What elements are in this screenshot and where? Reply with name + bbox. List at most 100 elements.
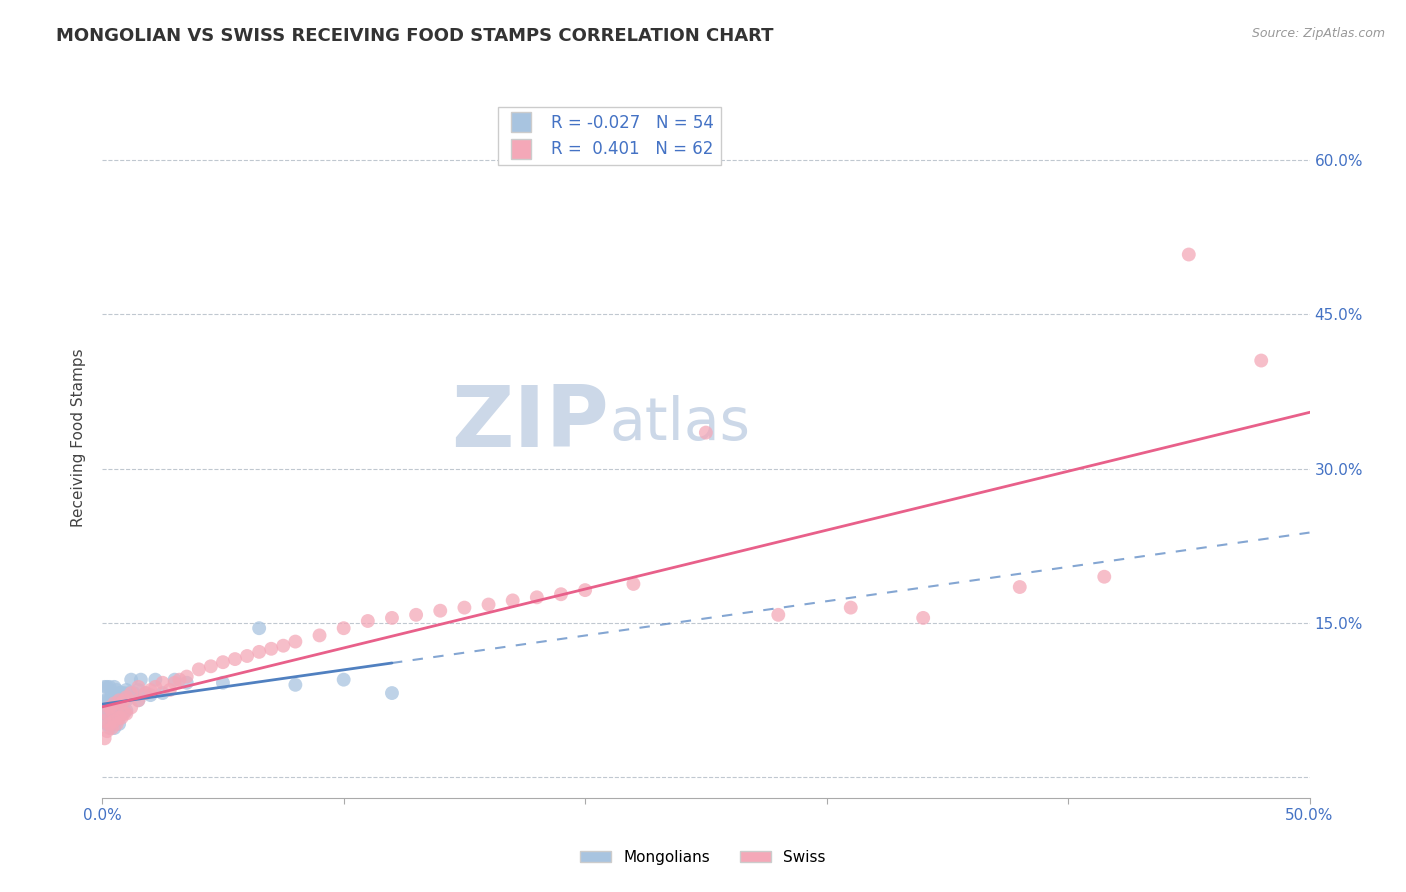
Point <box>96 680 118 694</box>
Point <box>127 693 149 707</box>
Point <box>381 686 404 700</box>
Point <box>105 714 128 728</box>
Point <box>135 686 157 700</box>
Point <box>1250 353 1272 368</box>
Point <box>332 673 354 687</box>
Point <box>526 591 548 605</box>
Point <box>105 693 128 707</box>
Point <box>112 686 135 700</box>
Point <box>405 607 427 622</box>
Point <box>120 673 142 687</box>
Point <box>98 721 121 735</box>
Point <box>98 711 121 725</box>
Point <box>143 673 166 687</box>
Point <box>839 600 862 615</box>
Point <box>139 688 162 702</box>
Point <box>103 690 125 705</box>
Point <box>108 711 131 725</box>
Point <box>187 662 209 676</box>
Point <box>101 706 124 721</box>
Point <box>550 587 572 601</box>
Point <box>98 680 121 694</box>
Point <box>163 673 186 687</box>
Point <box>247 645 270 659</box>
Point <box>96 717 118 731</box>
Point <box>120 700 142 714</box>
Point <box>169 673 191 687</box>
Point <box>477 598 499 612</box>
Point <box>93 731 115 746</box>
Point <box>1178 247 1201 261</box>
Point <box>357 614 380 628</box>
Point <box>284 678 307 692</box>
Point <box>212 655 235 669</box>
Point <box>284 634 307 648</box>
Text: Source: ZipAtlas.com: Source: ZipAtlas.com <box>1251 27 1385 40</box>
Text: atlas: atlas <box>609 395 751 452</box>
Point <box>108 693 131 707</box>
Point <box>93 693 115 707</box>
Legend: Mongolians, Swiss: Mongolians, Swiss <box>574 844 832 871</box>
Point <box>381 611 404 625</box>
Point <box>93 680 115 694</box>
Point <box>105 683 128 698</box>
Point <box>152 675 174 690</box>
Point <box>112 704 135 718</box>
Point <box>176 670 198 684</box>
Point <box>127 680 149 694</box>
Point <box>103 680 125 694</box>
Point <box>112 693 135 707</box>
Point <box>96 706 118 721</box>
Point <box>574 583 596 598</box>
Point <box>115 704 138 718</box>
Point <box>108 686 131 700</box>
Text: ZIP: ZIP <box>451 382 609 465</box>
Point <box>98 700 121 714</box>
Point <box>115 706 138 721</box>
Point <box>332 621 354 635</box>
Point <box>163 675 186 690</box>
Point <box>271 639 294 653</box>
Point <box>108 697 131 711</box>
Point <box>176 675 198 690</box>
Point <box>118 686 141 700</box>
Point <box>127 693 149 707</box>
Point <box>502 593 524 607</box>
Point <box>93 714 115 728</box>
Point <box>122 686 145 700</box>
Point <box>108 717 131 731</box>
Point <box>103 711 125 725</box>
Point <box>115 690 138 705</box>
Point <box>93 706 115 721</box>
Point <box>623 577 645 591</box>
Point <box>110 697 132 711</box>
Point <box>103 700 125 714</box>
Point <box>105 717 128 731</box>
Point <box>1092 570 1115 584</box>
Point <box>224 652 246 666</box>
Point <box>108 706 131 721</box>
Point <box>912 611 935 625</box>
Point <box>152 686 174 700</box>
Point <box>429 604 451 618</box>
Point <box>135 686 157 700</box>
Point <box>101 686 124 700</box>
Point <box>103 697 125 711</box>
Text: MONGOLIAN VS SWISS RECEIVING FOOD STAMPS CORRELATION CHART: MONGOLIAN VS SWISS RECEIVING FOOD STAMPS… <box>56 27 773 45</box>
Point <box>98 717 121 731</box>
Point <box>120 686 142 700</box>
Point <box>143 680 166 694</box>
Legend: R = -0.027   N = 54, R =  0.401   N = 62: R = -0.027 N = 54, R = 0.401 N = 62 <box>498 107 721 165</box>
Point <box>127 683 149 698</box>
Point <box>96 724 118 739</box>
Point <box>695 425 717 440</box>
Point <box>101 704 124 718</box>
Point <box>115 693 138 707</box>
Point <box>112 706 135 721</box>
Point <box>101 697 124 711</box>
Point <box>110 706 132 721</box>
Point <box>105 700 128 714</box>
Point <box>236 648 259 663</box>
Point <box>103 714 125 728</box>
Point <box>96 706 118 721</box>
